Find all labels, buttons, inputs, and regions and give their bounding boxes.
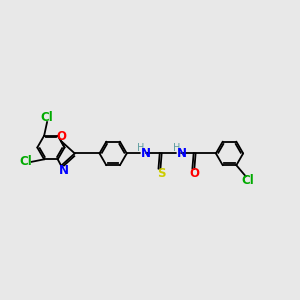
Text: N: N — [59, 164, 69, 177]
Text: H: H — [172, 143, 180, 153]
Text: N: N — [141, 147, 152, 160]
Text: Cl: Cl — [41, 111, 53, 124]
Text: H: H — [137, 143, 145, 153]
Text: S: S — [157, 167, 166, 180]
Text: Cl: Cl — [241, 174, 254, 187]
Text: O: O — [56, 130, 66, 143]
Text: Cl: Cl — [19, 155, 32, 168]
Text: N: N — [177, 147, 187, 160]
Text: O: O — [190, 167, 200, 180]
